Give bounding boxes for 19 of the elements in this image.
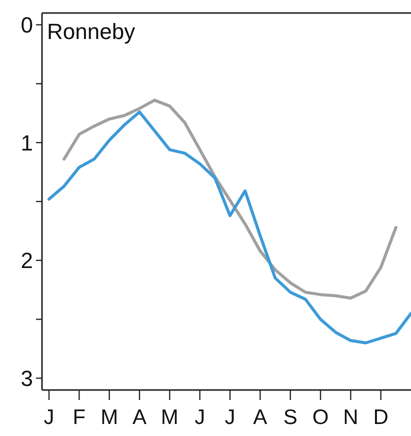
x-tick-label: A: [132, 406, 147, 429]
x-tick-label: F: [72, 406, 86, 429]
x-tick-label: D: [373, 406, 388, 429]
y-tick-label: 2: [20, 248, 33, 274]
y-tick-label: 0: [20, 12, 33, 38]
x-tick-label: M: [100, 406, 118, 429]
chart-title: Ronneby: [47, 19, 136, 44]
x-tick-label: N: [343, 406, 358, 429]
x-tick-label: A: [253, 406, 268, 429]
line-series: [48, 110, 411, 344]
y-tick-label: 1: [20, 130, 33, 156]
x-tick-label: S: [283, 406, 298, 429]
x-tick-label: J: [194, 406, 206, 429]
x-tick-label: J: [224, 406, 236, 429]
x-tick-label: J: [44, 406, 54, 429]
line-series: [62, 98, 398, 300]
y-tick-label: 3: [20, 366, 33, 391]
x-tick-label: O: [312, 406, 329, 429]
x-tick-label: M: [160, 406, 178, 429]
